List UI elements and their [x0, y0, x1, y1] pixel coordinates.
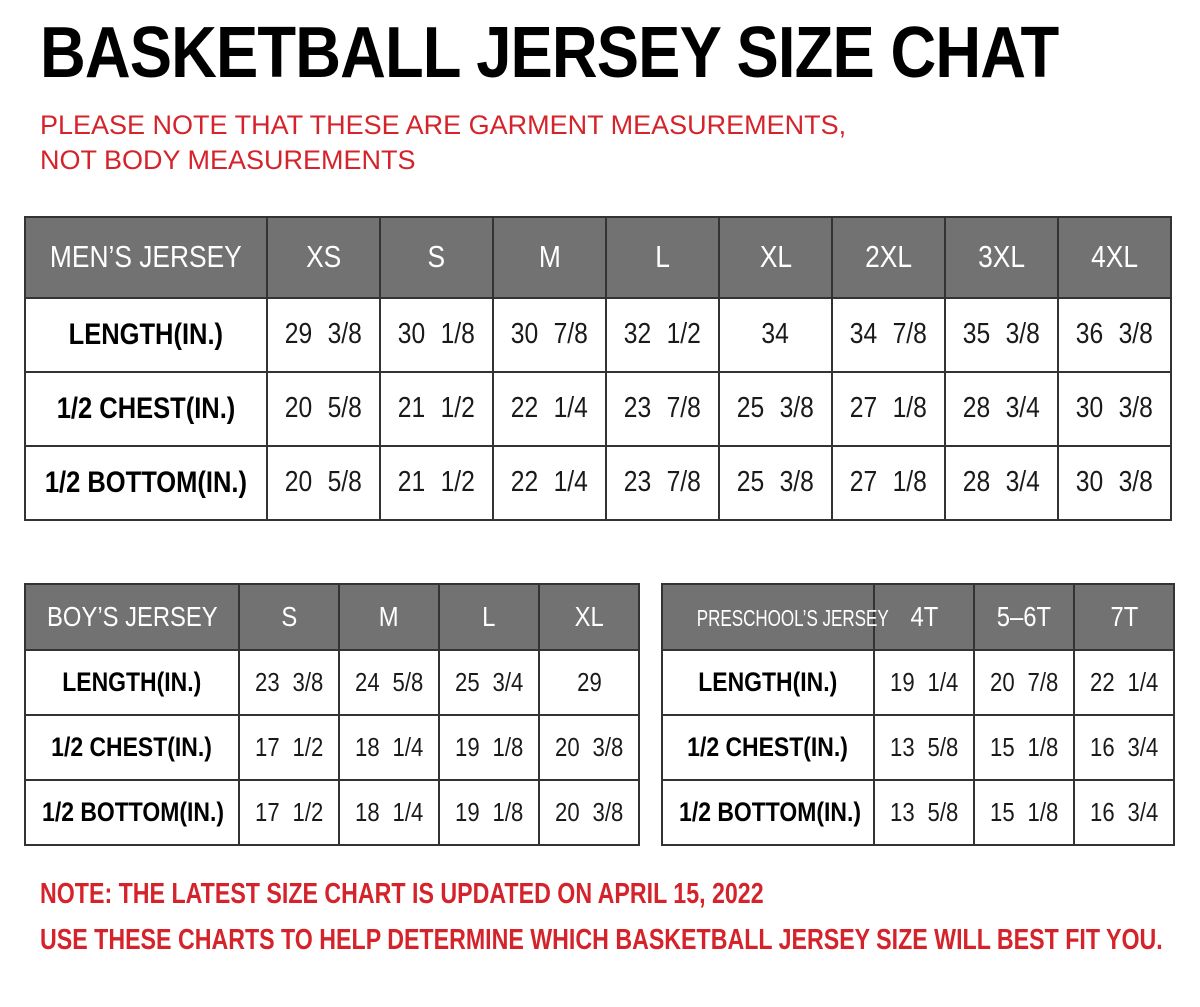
value-cell: 22 1/4	[492, 444, 607, 521]
mens-header-row: MEN’S JERSEY XS S M L XL 2XL 3XL 4XL	[24, 215, 1172, 299]
value-cell: 23 3/8	[238, 648, 340, 716]
size-header-cell: L	[438, 582, 540, 651]
update-note-text: NOTE: THE LATEST SIZE CHART IS UPDATED O…	[40, 877, 764, 910]
size-header-cell: S	[238, 582, 340, 651]
value-cell: 20 3/8	[538, 713, 640, 781]
row-label-cell: LENGTH(IN.)	[24, 296, 268, 373]
value-cell: 19 1/8	[438, 713, 540, 781]
row-label-cell: 1/2 CHEST(IN.)	[661, 713, 875, 781]
value-cell: 27 1/8	[831, 444, 946, 521]
value-cell: 13 5/8	[873, 713, 975, 781]
row-label-cell: LENGTH(IN.)	[661, 648, 875, 716]
boys-jersey-table: BOY’S JERSEY S M L XL LENGTH(IN.) 23 3/8…	[24, 582, 640, 846]
row-label-cell: 1/2 BOTTOM(IN.)	[661, 778, 875, 846]
value-cell: 19 1/4	[873, 648, 975, 716]
size-header-cell: 4XL	[1057, 215, 1172, 299]
value-cell: 21 1/2	[379, 444, 494, 521]
row-label-cell: 1/2 BOTTOM(IN.)	[24, 778, 240, 846]
value-cell: 27 1/8	[831, 370, 946, 447]
value-cell: 23 7/8	[605, 370, 720, 447]
size-header-cell: M	[492, 215, 607, 299]
boys-table-title-cell: BOY’S JERSEY	[24, 582, 240, 651]
value-cell: 15 1/8	[973, 713, 1075, 781]
mens-jersey-table: MEN’S JERSEY XS S M L XL 2XL 3XL 4XL LEN…	[24, 215, 1172, 521]
value-cell: 20 7/8	[973, 648, 1075, 716]
row-label-cell: 1/2 BOTTOM(IN.)	[24, 444, 268, 521]
value-cell: 34 7/8	[831, 296, 946, 373]
preschool-chest-row: 1/2 CHEST(IN.) 13 5/8 15 1/8 16 3/4	[661, 713, 1175, 781]
size-header-cell: 2XL	[831, 215, 946, 299]
value-cell: 29 3/8	[266, 296, 381, 373]
value-cell: 22 1/4	[1073, 648, 1175, 716]
value-cell: 19 1/8	[438, 778, 540, 846]
value-cell: 17 1/2	[238, 778, 340, 846]
garment-measurements-note: PLEASE NOTE THAT THESE ARE GARMENT MEASU…	[40, 109, 847, 176]
size-header-cell: XL	[538, 582, 640, 651]
size-header-cell: 4T	[873, 582, 975, 651]
usage-note-text: USE THESE CHARTS TO HELP DETERMINE WHICH…	[40, 923, 1163, 956]
row-label-cell: LENGTH(IN.)	[24, 648, 240, 716]
page-title: BASKETBALL JERSEY SIZE CHAT	[40, 13, 1200, 93]
size-header-cell: M	[338, 582, 440, 651]
page-title-text: BASKETBALL JERSEY SIZE CHAT	[40, 13, 1059, 93]
size-header-cell: S	[379, 215, 494, 299]
value-cell: 29	[538, 648, 640, 716]
value-cell: 15 1/8	[973, 778, 1075, 846]
value-cell: 30 7/8	[492, 296, 607, 373]
mens-table-title-cell: MEN’S JERSEY	[24, 215, 268, 299]
value-cell: 30 3/8	[1057, 370, 1172, 447]
value-cell: 30 1/8	[379, 296, 494, 373]
size-header-cell: XL	[718, 215, 833, 299]
value-cell: 30 3/8	[1057, 444, 1172, 521]
usage-note: USE THESE CHARTS TO HELP DETERMINE WHICH…	[40, 923, 1200, 956]
value-cell: 36 3/8	[1057, 296, 1172, 373]
row-label-cell: 1/2 CHEST(IN.)	[24, 370, 268, 447]
preschool-bottom-row: 1/2 BOTTOM(IN.) 13 5/8 15 1/8 16 3/4	[661, 778, 1175, 846]
value-cell: 18 1/4	[338, 778, 440, 846]
value-cell: 22 1/4	[492, 370, 607, 447]
size-header-cell: L	[605, 215, 720, 299]
boys-bottom-row: 1/2 BOTTOM(IN.) 17 1/2 18 1/4 19 1/8 20 …	[24, 778, 640, 846]
value-cell: 35 3/8	[944, 296, 1059, 373]
value-cell: 25 3/8	[718, 444, 833, 521]
value-cell: 18 1/4	[338, 713, 440, 781]
value-cell: 16 3/4	[1073, 713, 1175, 781]
size-header-cell: 5–6T	[973, 582, 1075, 651]
boys-header-row: BOY’S JERSEY S M L XL	[24, 582, 640, 651]
preschool-table-title-cell: PRESCHOOL’S JERSEY	[661, 582, 889, 651]
value-cell: 34	[718, 296, 833, 373]
preschool-jersey-table: PRESCHOOL’S JERSEY 4T 5–6T 7T LENGTH(IN.…	[661, 582, 1175, 846]
size-header-cell: 7T	[1073, 582, 1175, 651]
value-cell: 17 1/2	[238, 713, 340, 781]
boys-length-row: LENGTH(IN.) 23 3/8 24 5/8 25 3/4 29	[24, 648, 640, 716]
boys-chest-row: 1/2 CHEST(IN.) 17 1/2 18 1/4 19 1/8 20 3…	[24, 713, 640, 781]
mens-bottom-row: 1/2 BOTTOM(IN.) 20 5/8 21 1/2 22 1/4 23 …	[24, 444, 1172, 521]
value-cell: 20 5/8	[266, 444, 381, 521]
value-cell: 24 5/8	[338, 648, 440, 716]
row-label-cell: 1/2 CHEST(IN.)	[24, 713, 240, 781]
value-cell: 32 1/2	[605, 296, 720, 373]
mens-length-row: LENGTH(IN.) 29 3/8 30 1/8 30 7/8 32 1/2 …	[24, 296, 1172, 373]
update-note: NOTE: THE LATEST SIZE CHART IS UPDATED O…	[40, 877, 1200, 910]
value-cell: 20 3/8	[538, 778, 640, 846]
value-cell: 28 3/4	[944, 444, 1059, 521]
value-cell: 16 3/4	[1073, 778, 1175, 846]
value-cell: 21 1/2	[379, 370, 494, 447]
size-header-cell: XS	[266, 215, 381, 299]
value-cell: 23 7/8	[605, 444, 720, 521]
value-cell: 20 5/8	[266, 370, 381, 447]
size-header-cell: 3XL	[944, 215, 1059, 299]
preschool-length-row: LENGTH(IN.) 19 1/4 20 7/8 22 1/4	[661, 648, 1175, 716]
mens-chest-row: 1/2 CHEST(IN.) 20 5/8 21 1/2 22 1/4 23 7…	[24, 370, 1172, 447]
value-cell: 28 3/4	[944, 370, 1059, 447]
value-cell: 13 5/8	[873, 778, 975, 846]
value-cell: 25 3/4	[438, 648, 540, 716]
preschool-header-row: PRESCHOOL’S JERSEY 4T 5–6T 7T	[661, 582, 1175, 651]
value-cell: 25 3/8	[718, 370, 833, 447]
kids-tables-row: BOY’S JERSEY S M L XL LENGTH(IN.) 23 3/8…	[24, 582, 1200, 846]
